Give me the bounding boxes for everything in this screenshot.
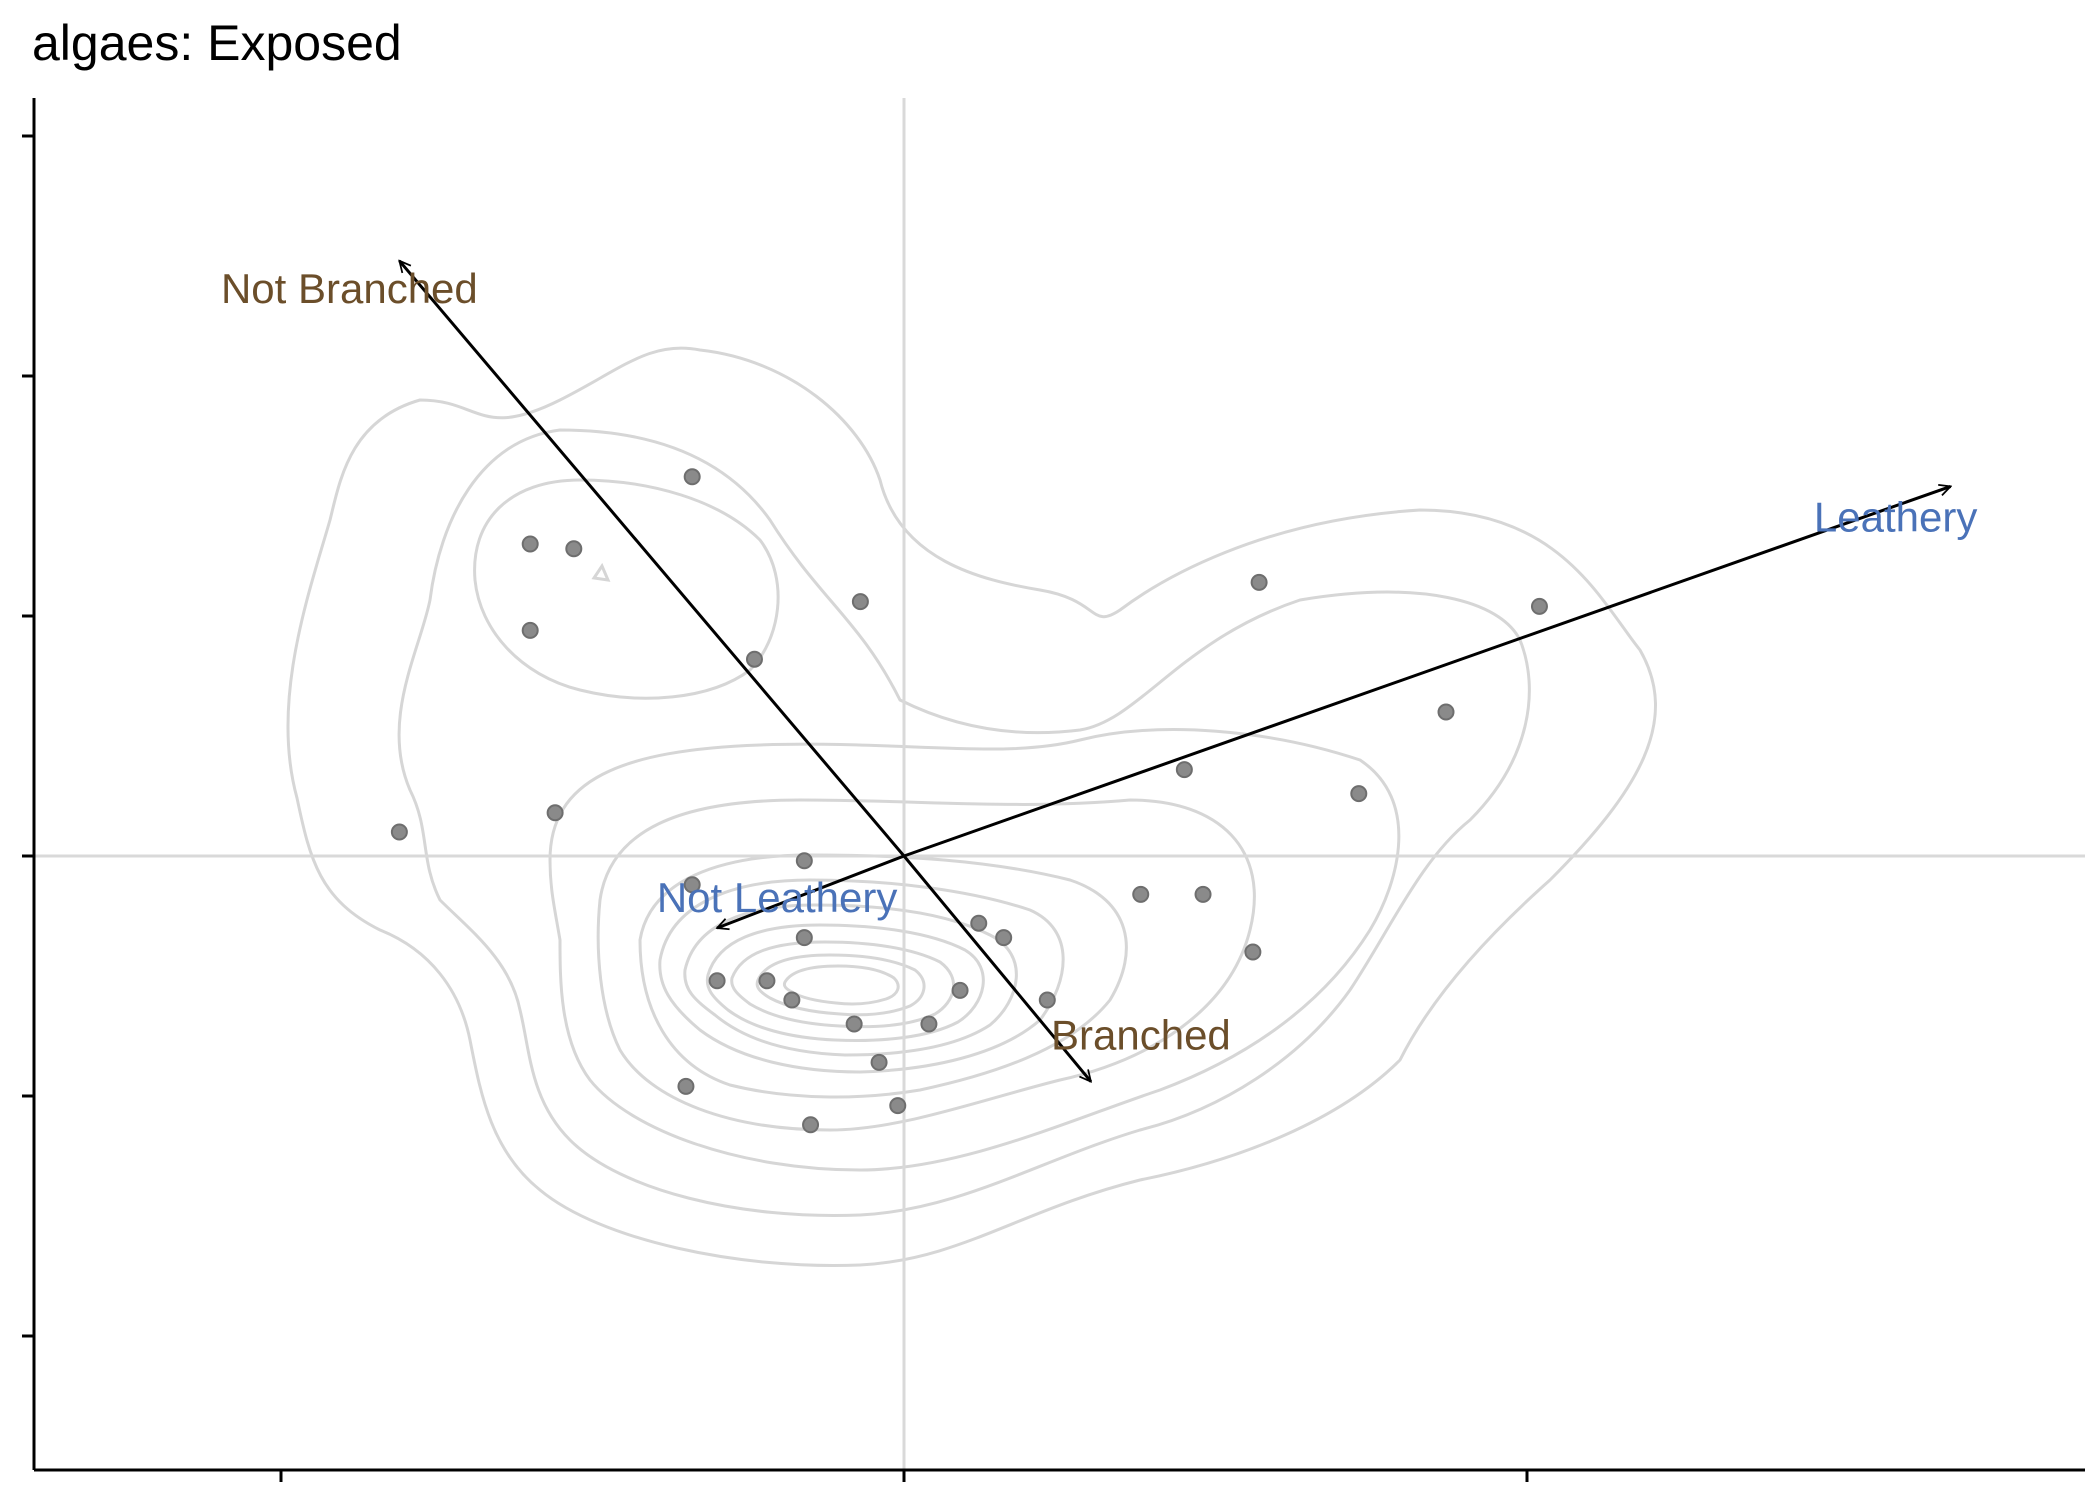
density-contours (286, 346, 1657, 1268)
arrow-not-branched (399, 261, 906, 857)
data-point-21 (708, 972, 726, 990)
arrow-not-leathery (717, 854, 905, 928)
data-point-29 (677, 1077, 695, 1095)
data-point-6 (1250, 573, 1268, 591)
data-point-24 (951, 981, 969, 999)
density-contour-peak (591, 562, 611, 582)
data-point-31 (889, 1097, 907, 1115)
label-not-branched: Not Branched (221, 265, 478, 312)
data-point-7 (1530, 597, 1548, 615)
density-contour-4 (548, 728, 1401, 1172)
density-contour-1 (286, 346, 1657, 1268)
data-point-5 (745, 650, 763, 668)
data-point-17 (970, 914, 988, 932)
data-point-16 (1194, 885, 1212, 903)
density-contour-11 (755, 953, 926, 1017)
data-point-8 (1437, 703, 1455, 721)
data-point-30 (802, 1116, 820, 1134)
data-point-10 (1350, 785, 1368, 803)
data-point-0 (683, 468, 701, 486)
label-leathery: Leathery (1814, 493, 1977, 540)
data-point-4 (851, 593, 869, 611)
data-point-14 (683, 876, 701, 894)
density-contour-10 (730, 940, 956, 1029)
data-point-18 (995, 929, 1013, 947)
scatter-points (390, 468, 1548, 1134)
data-point-26 (845, 1015, 863, 1033)
label-branched: Branched (1051, 1012, 1231, 1059)
data-point-23 (783, 991, 801, 1009)
data-point-2 (565, 540, 583, 558)
density-contour-8 (683, 903, 1018, 1057)
data-point-9 (1175, 761, 1193, 779)
axis-ticks (22, 134, 1529, 1482)
chart-title: algaes: Exposed (32, 15, 402, 71)
density-contour-12 (782, 964, 900, 1006)
arrow-branched (902, 855, 1091, 1082)
data-point-19 (795, 929, 813, 947)
arrow-leathery (903, 486, 1951, 858)
data-point-20 (1244, 943, 1262, 961)
data-point-11 (390, 823, 408, 841)
data-point-3 (521, 621, 539, 639)
data-point-1 (521, 535, 539, 553)
density-contour-3 (473, 478, 780, 700)
data-point-25 (1038, 991, 1056, 1009)
density-contour-5 (596, 798, 1256, 1132)
density-contour-2 (397, 428, 1531, 1218)
data-point-15 (1132, 885, 1150, 903)
data-point-12 (546, 804, 564, 822)
data-point-22 (758, 972, 776, 990)
variable-arrows (399, 261, 1950, 1082)
variable-labels: Not Branched Branched Leathery Not Leathery (221, 265, 1977, 1059)
data-point-27 (920, 1015, 938, 1033)
data-point-13 (795, 852, 813, 870)
label-not-leathery: Not Leathery (657, 874, 897, 921)
density-contour-9 (705, 923, 985, 1042)
data-point-28 (870, 1053, 888, 1071)
